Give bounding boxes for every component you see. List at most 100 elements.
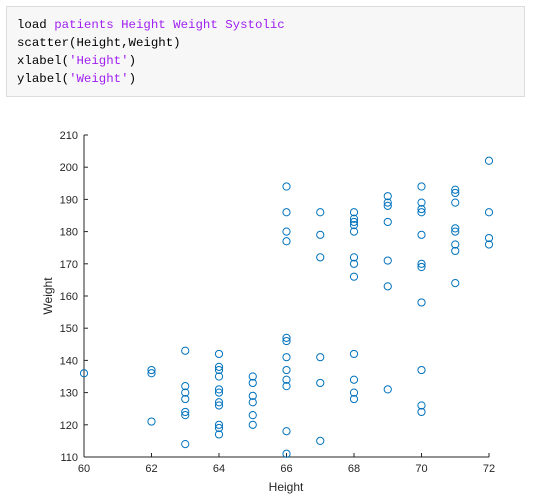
y-axis-label: Weight bbox=[41, 277, 55, 315]
data-point bbox=[214, 385, 224, 394]
code-block: load patients Height Weight Systolic scat… bbox=[6, 6, 525, 97]
data-point bbox=[417, 262, 426, 272]
y-tick-label: 110 bbox=[60, 452, 78, 464]
data-point bbox=[248, 420, 257, 429]
data-point bbox=[316, 253, 325, 262]
data-point bbox=[383, 385, 392, 394]
data-point bbox=[484, 208, 494, 217]
data-point bbox=[214, 362, 224, 371]
y-tick-label: 120 bbox=[60, 420, 78, 432]
data-point bbox=[451, 227, 460, 236]
data-point bbox=[417, 198, 426, 207]
data-point bbox=[316, 353, 325, 362]
data-point bbox=[181, 440, 190, 449]
data-point bbox=[349, 214, 359, 223]
x-tick-label: 66 bbox=[280, 463, 292, 475]
data-point bbox=[248, 372, 257, 381]
data-point bbox=[349, 375, 359, 384]
data-point bbox=[349, 259, 359, 268]
y-tick-label: 130 bbox=[60, 388, 78, 400]
data-point bbox=[451, 224, 460, 233]
data-point bbox=[451, 185, 460, 194]
data-point bbox=[349, 349, 359, 359]
data-point bbox=[214, 388, 224, 397]
y-tick-label: 180 bbox=[60, 227, 78, 239]
data-point bbox=[349, 227, 359, 236]
data-point bbox=[147, 369, 156, 378]
data-point bbox=[383, 256, 392, 265]
data-point bbox=[484, 240, 494, 249]
data-point bbox=[282, 227, 291, 236]
x-tick-label: 62 bbox=[145, 463, 157, 475]
data-point bbox=[248, 411, 257, 420]
data-point bbox=[214, 365, 224, 375]
data-point bbox=[417, 182, 426, 191]
x-tick-label: 68 bbox=[348, 463, 360, 475]
data-point bbox=[417, 204, 426, 214]
data-point bbox=[248, 398, 257, 407]
data-point bbox=[383, 201, 392, 210]
data-point bbox=[417, 259, 426, 268]
data-point bbox=[383, 217, 392, 227]
x-tick-label: 64 bbox=[213, 463, 225, 475]
data-point bbox=[451, 279, 460, 288]
y-tick-label: 200 bbox=[60, 162, 78, 174]
data-point bbox=[417, 365, 426, 375]
data-point bbox=[181, 382, 190, 391]
data-point bbox=[282, 427, 291, 436]
data-point bbox=[417, 407, 426, 417]
data-points bbox=[79, 156, 494, 458]
data-point bbox=[214, 349, 224, 359]
data-point bbox=[383, 282, 392, 291]
data-point bbox=[417, 208, 426, 217]
data-point bbox=[282, 382, 291, 391]
code-text: xlabel( bbox=[17, 54, 70, 68]
data-point bbox=[181, 411, 190, 420]
data-point bbox=[349, 208, 359, 217]
data-point bbox=[451, 246, 460, 256]
data-point bbox=[147, 365, 156, 375]
y-tick-label: 210 bbox=[60, 130, 78, 142]
data-point bbox=[349, 217, 359, 227]
code-line: load patients Height Weight Systolic bbox=[17, 16, 524, 34]
data-point bbox=[282, 353, 291, 362]
data-point bbox=[214, 423, 224, 433]
data-point bbox=[316, 230, 325, 239]
code-text: ylabel( bbox=[17, 72, 70, 86]
data-point bbox=[248, 391, 257, 400]
data-point bbox=[316, 378, 325, 388]
data-point bbox=[214, 401, 224, 410]
data-point bbox=[349, 272, 359, 281]
data-point bbox=[451, 198, 460, 207]
data-point bbox=[282, 237, 291, 246]
data-point bbox=[316, 436, 325, 445]
data-point bbox=[147, 417, 156, 426]
code-text: scatter(Height,Weight) bbox=[17, 36, 181, 50]
data-point bbox=[451, 188, 460, 198]
data-point bbox=[181, 407, 190, 417]
code-text: ) bbox=[128, 54, 136, 68]
data-point bbox=[451, 240, 460, 249]
data-point bbox=[214, 398, 224, 407]
data-point bbox=[417, 230, 426, 239]
data-point bbox=[383, 198, 392, 207]
data-point bbox=[214, 420, 224, 429]
code-line: xlabel('Height') bbox=[17, 52, 524, 70]
data-point bbox=[282, 182, 291, 191]
y-tick-label: 160 bbox=[60, 291, 78, 303]
code-string: 'Height' bbox=[69, 54, 129, 68]
data-point bbox=[417, 401, 426, 410]
data-point bbox=[484, 233, 494, 243]
data-point bbox=[349, 388, 359, 397]
data-point bbox=[417, 298, 426, 307]
x-tick-label: 70 bbox=[415, 463, 427, 475]
data-point bbox=[214, 372, 224, 381]
data-point bbox=[349, 253, 359, 262]
data-point bbox=[282, 336, 291, 346]
data-point bbox=[214, 430, 224, 439]
data-point bbox=[349, 221, 359, 230]
data-point bbox=[181, 394, 190, 404]
data-point bbox=[282, 449, 291, 458]
data-point bbox=[484, 156, 494, 165]
x-tick-label: 72 bbox=[483, 463, 495, 475]
